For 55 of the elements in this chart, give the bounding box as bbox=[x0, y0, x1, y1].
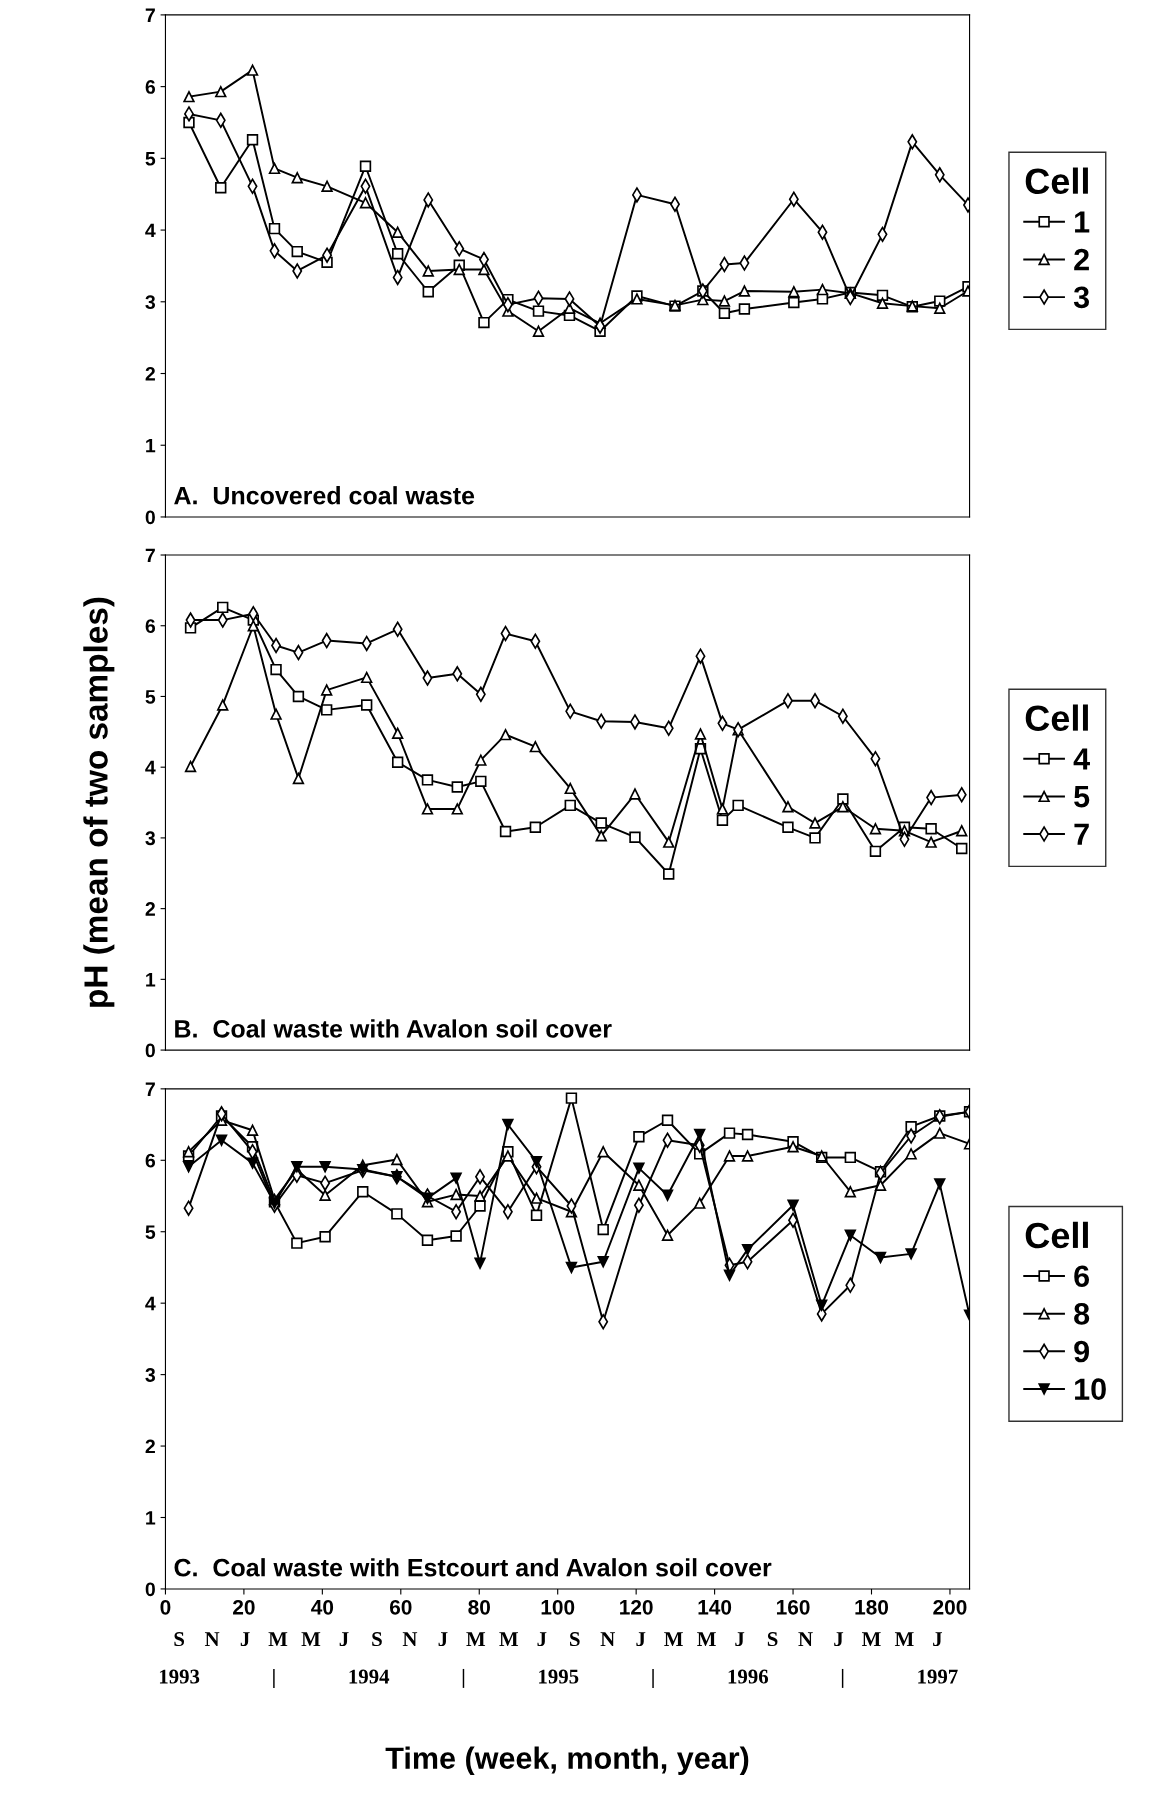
x-tick-label: 120 bbox=[620, 1599, 653, 1615]
legend-label: 6 bbox=[1074, 1265, 1090, 1288]
y-tick-label: 6 bbox=[145, 619, 156, 633]
y-tick-label: 5 bbox=[145, 152, 156, 166]
x-tick-label: 80 bbox=[468, 1599, 490, 1615]
y-tick-label: 6 bbox=[145, 80, 156, 94]
y-axis-title: pH (mean of two samples) bbox=[83, 597, 115, 1007]
legend-title: Cell bbox=[1025, 1221, 1088, 1249]
y-tick-label: 0 bbox=[145, 1582, 155, 1597]
x-axis-title: Time (week, month, year) bbox=[385, 1746, 749, 1776]
y-tick-label: 7 bbox=[145, 548, 155, 563]
y-tick-label: 2 bbox=[145, 366, 155, 381]
y-tick-label: 1 bbox=[146, 438, 156, 453]
y-tick-label: 4 bbox=[145, 760, 156, 775]
text: C. Coal waste with Estcourt and Avalon soil cover bbox=[174, 1558, 772, 1577]
y-tick-label: 0 bbox=[145, 510, 155, 525]
y-tick-label: 6 bbox=[145, 1153, 156, 1168]
y-tick-label: 2 bbox=[145, 1439, 155, 1454]
legend-label: 5 bbox=[1074, 786, 1090, 808]
x-tick-label: 160 bbox=[776, 1599, 810, 1615]
legend-label: 1 bbox=[1075, 211, 1090, 233]
y-tick-label: 3 bbox=[145, 1368, 156, 1382]
legend-title: Cell bbox=[1025, 704, 1088, 732]
x-tick-label: 200 bbox=[933, 1599, 967, 1615]
legend-label: 8 bbox=[1074, 1303, 1090, 1325]
text: A. Uncovered coal waste bbox=[174, 486, 475, 505]
legend-label: 10 bbox=[1075, 1378, 1106, 1400]
x-tick-label: 40 bbox=[311, 1599, 334, 1615]
text: 1993 | 1994 | 1995 | 1996 | 1997 bbox=[159, 1668, 958, 1688]
y-tick-label: 1 bbox=[146, 973, 156, 987]
legend-label: 9 bbox=[1074, 1340, 1089, 1363]
y-tick-label: 0 bbox=[145, 1043, 155, 1058]
x-tick-label: 0 bbox=[160, 1599, 171, 1615]
y-tick-label: 7 bbox=[145, 8, 155, 22]
y-tick-label: 7 bbox=[145, 1082, 155, 1096]
y-tick-label: 2 bbox=[145, 902, 155, 916]
y-tick-label: 1 bbox=[146, 1511, 156, 1525]
y-tick-label: 5 bbox=[145, 690, 156, 704]
legend-label: 3 bbox=[1073, 286, 1090, 309]
y-tick-label: 5 bbox=[145, 1225, 156, 1239]
x-tick-label: 180 bbox=[855, 1599, 889, 1615]
x-tick-label: 140 bbox=[698, 1599, 732, 1615]
text: S N J M M J S N J M M J S N J M M J S N J M M J bbox=[174, 1632, 943, 1647]
y-tick-label: 4 bbox=[145, 223, 156, 238]
legend-label: 2 bbox=[1074, 248, 1089, 271]
y-tick-label: 3 bbox=[145, 831, 156, 846]
x-tick-label: 60 bbox=[389, 1599, 412, 1615]
legend-label: 4 bbox=[1073, 748, 1090, 770]
legend-title: Cell bbox=[1025, 167, 1088, 195]
y-tick-label: 4 bbox=[145, 1296, 156, 1311]
x-tick-label: 100 bbox=[541, 1599, 575, 1615]
text: B. Coal waste with Avalon soil cover bbox=[175, 1019, 612, 1038]
x-tick-label: 20 bbox=[233, 1599, 255, 1615]
legend-label: 7 bbox=[1074, 823, 1089, 845]
y-tick-label: 3 bbox=[145, 295, 156, 310]
